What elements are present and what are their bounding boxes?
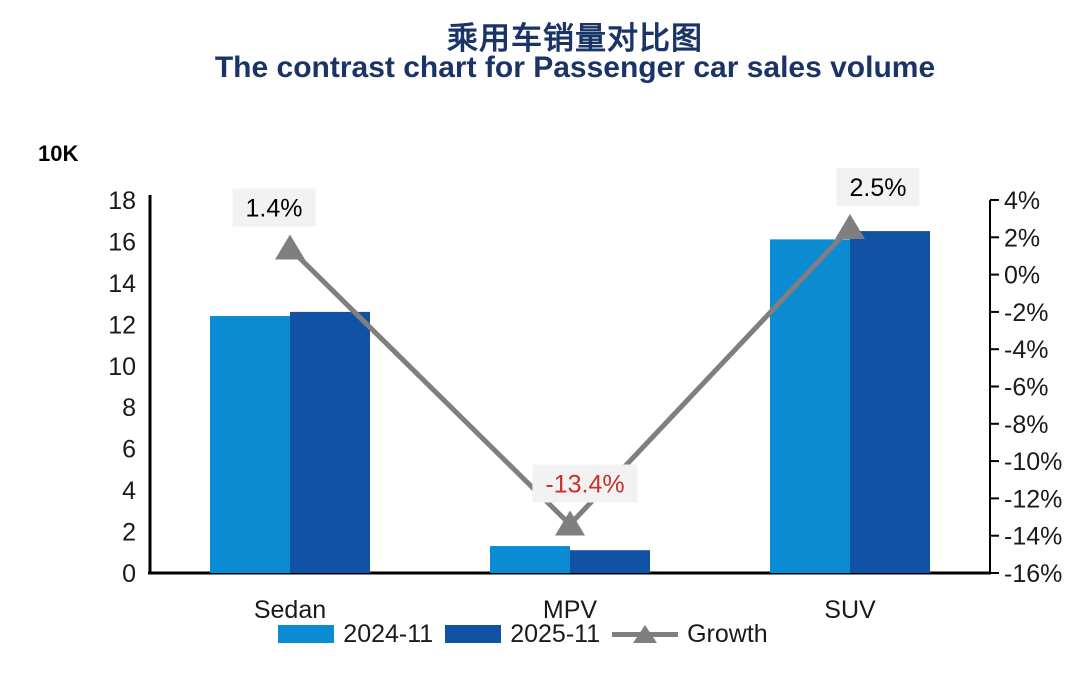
growth-data-label-suv: 2.5% <box>850 174 907 202</box>
left-axis-tick-label: 14 <box>108 270 136 298</box>
left-axis-tick-label: 12 <box>108 311 136 339</box>
category-label-sedan: Sedan <box>254 596 326 624</box>
right-axis-tick-label: -12% <box>1004 485 1062 513</box>
bar-2025-11-sedan <box>290 311 370 573</box>
legend-swatch-2025-11 <box>445 625 502 643</box>
bar-2025-11-suv <box>850 231 930 574</box>
legend-label-growth: Growth <box>687 619 768 648</box>
legend-label-2025-11: 2025-11 <box>510 619 601 648</box>
left-axis-tick-label: 18 <box>108 187 136 215</box>
left-axis-tick-label: 6 <box>122 436 136 464</box>
growth-marker-mpv <box>555 510 585 536</box>
growth-marker-suv <box>835 213 865 239</box>
growth-data-label-mpv: -13.4% <box>545 471 624 499</box>
left-axis-tick-label: 8 <box>122 394 136 422</box>
right-axis-tick-label: 0% <box>1004 262 1040 290</box>
left-axis-tick-label: 0 <box>122 560 136 588</box>
growth-data-label-sedan: 1.4% <box>246 194 303 222</box>
growth-marker-sedan <box>275 234 305 260</box>
category-label-suv: SUV <box>824 596 876 624</box>
triangle-marker-icon <box>633 625 658 643</box>
right-axis-tick-label: -4% <box>1004 336 1048 364</box>
right-axis-tick-label: -16% <box>1004 560 1062 588</box>
left-axis-tick-label: 2 <box>122 519 136 547</box>
left-axis-tick-label: 4 <box>122 477 136 505</box>
growth-data-label-bg <box>532 464 638 503</box>
legend-growth-marker-icon <box>612 624 679 644</box>
chart-title-english: The contrast chart for Passenger car sal… <box>214 51 936 84</box>
growth-data-label-bg <box>836 167 920 206</box>
right-axis-tick-label: -14% <box>1004 523 1062 551</box>
right-axis-tick-label: -10% <box>1004 448 1062 476</box>
left-axis-tick-label: 10 <box>108 353 136 381</box>
bar-2024-11-sedan <box>210 316 290 573</box>
legend-swatch-2024-11 <box>278 625 335 643</box>
bar-2024-11-mpv <box>490 546 570 573</box>
right-axis-tick-label: -6% <box>1004 374 1048 402</box>
chart-title-chinese: 乘用车销量对比图 <box>447 21 703 56</box>
bar-2024-11-suv <box>770 239 850 573</box>
growth-data-label-bg <box>232 188 316 227</box>
right-axis-tick-label: 2% <box>1004 224 1040 252</box>
bar-2025-11-mpv <box>570 550 650 573</box>
category-label-mpv: MPV <box>543 596 598 624</box>
right-axis-tick-label: 4% <box>1004 187 1040 215</box>
right-axis-tick-label: -2% <box>1004 299 1048 327</box>
legend-label-2024-11: 2024-11 <box>343 619 434 648</box>
right-axis-tick-label: -8% <box>1004 411 1048 439</box>
left-axis-tick-label: 16 <box>108 228 136 256</box>
left-axis-unit-label: 10K <box>38 141 79 166</box>
legend: 2024-11 2025-11 Growth <box>0 619 1058 649</box>
